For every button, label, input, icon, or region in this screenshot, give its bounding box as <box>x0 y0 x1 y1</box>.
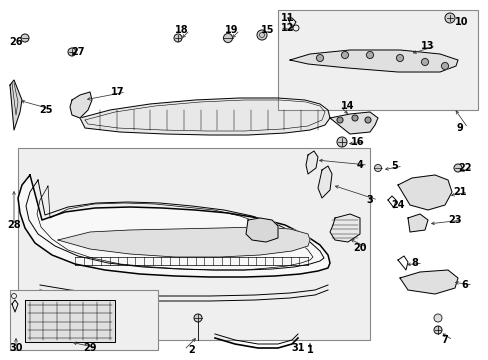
Circle shape <box>68 48 76 56</box>
Circle shape <box>366 51 373 58</box>
Text: 7: 7 <box>441 335 447 345</box>
Circle shape <box>421 58 427 66</box>
Polygon shape <box>80 98 329 135</box>
Circle shape <box>174 34 182 42</box>
Text: 6: 6 <box>461 280 468 290</box>
Text: 13: 13 <box>420 41 434 51</box>
Circle shape <box>257 30 266 40</box>
Text: 31: 31 <box>291 343 304 353</box>
Text: 16: 16 <box>350 137 364 147</box>
Text: 28: 28 <box>7 220 21 230</box>
Bar <box>278 10 477 110</box>
Polygon shape <box>407 214 427 232</box>
Circle shape <box>444 13 454 23</box>
Circle shape <box>194 314 202 322</box>
Polygon shape <box>305 151 317 174</box>
Text: 22: 22 <box>457 163 471 173</box>
Circle shape <box>441 63 447 69</box>
Circle shape <box>336 117 342 123</box>
Text: 26: 26 <box>9 37 23 47</box>
Text: 15: 15 <box>261 25 274 35</box>
Text: 12: 12 <box>281 23 294 33</box>
Circle shape <box>396 54 403 62</box>
Text: 11: 11 <box>281 13 294 23</box>
Text: 10: 10 <box>454 17 468 27</box>
Polygon shape <box>70 92 92 118</box>
Circle shape <box>374 165 381 171</box>
Text: 20: 20 <box>352 243 366 253</box>
Text: 5: 5 <box>391 161 398 171</box>
Circle shape <box>21 34 29 42</box>
Text: 9: 9 <box>456 123 463 133</box>
Circle shape <box>433 326 441 334</box>
Polygon shape <box>58 227 309 257</box>
Polygon shape <box>317 166 331 198</box>
Text: 27: 27 <box>71 47 84 57</box>
Circle shape <box>336 137 346 147</box>
Circle shape <box>453 164 461 172</box>
Text: 1: 1 <box>306 345 313 355</box>
Text: 8: 8 <box>411 258 418 268</box>
Circle shape <box>433 314 441 322</box>
Bar <box>10 290 158 350</box>
Text: 25: 25 <box>39 105 53 115</box>
Circle shape <box>316 54 323 62</box>
Text: 23: 23 <box>447 215 461 225</box>
Text: 14: 14 <box>341 101 354 111</box>
Circle shape <box>341 51 348 58</box>
Polygon shape <box>25 300 115 342</box>
Circle shape <box>351 115 357 121</box>
Polygon shape <box>289 50 457 72</box>
Text: 19: 19 <box>225 25 238 35</box>
Text: 2: 2 <box>188 345 195 355</box>
Circle shape <box>364 117 370 123</box>
Bar <box>18 148 369 340</box>
Text: 21: 21 <box>452 187 466 197</box>
Polygon shape <box>245 218 278 242</box>
Polygon shape <box>397 175 451 210</box>
Polygon shape <box>10 80 22 130</box>
Text: 3: 3 <box>366 195 373 205</box>
Polygon shape <box>399 270 457 294</box>
Polygon shape <box>329 112 377 134</box>
Text: 17: 17 <box>111 87 124 97</box>
Text: 29: 29 <box>83 343 97 353</box>
Text: 30: 30 <box>9 343 23 353</box>
Text: 4: 4 <box>356 160 363 170</box>
Polygon shape <box>18 175 329 277</box>
Polygon shape <box>329 214 359 242</box>
Text: 24: 24 <box>390 200 404 210</box>
Circle shape <box>223 33 232 42</box>
Text: 18: 18 <box>175 25 188 35</box>
